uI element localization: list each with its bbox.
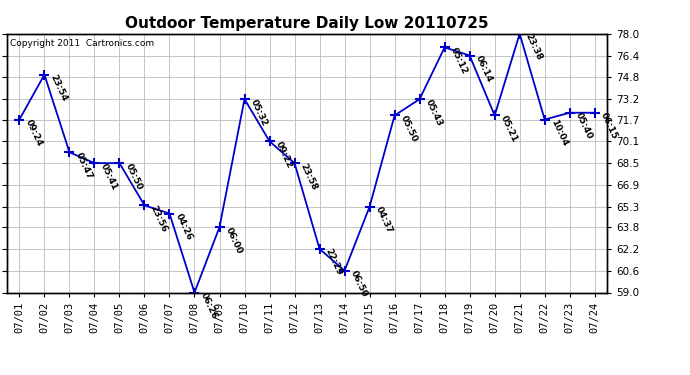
Text: 04:26: 04:26: [174, 212, 194, 242]
Text: 06:26: 06:26: [199, 291, 219, 321]
Text: 05:12: 05:12: [448, 46, 469, 76]
Text: 05:41: 05:41: [99, 162, 119, 192]
Text: 05:40: 05:40: [574, 111, 594, 141]
Text: Copyright 2011  Cartronics.com: Copyright 2011 Cartronics.com: [10, 39, 154, 48]
Text: 05:50: 05:50: [399, 114, 419, 144]
Text: 23:38: 23:38: [524, 32, 544, 62]
Text: 05:47: 05:47: [74, 151, 94, 181]
Title: Outdoor Temperature Daily Low 20110725: Outdoor Temperature Daily Low 20110725: [126, 16, 489, 31]
Text: 05:21: 05:21: [499, 114, 519, 144]
Text: 23:58: 23:58: [299, 162, 319, 192]
Text: 10:04: 10:04: [549, 118, 569, 148]
Text: 22:29: 22:29: [324, 248, 344, 278]
Text: 06:14: 06:14: [474, 54, 494, 84]
Text: 05:43: 05:43: [424, 98, 444, 128]
Text: 06:15: 06:15: [599, 111, 619, 141]
Text: 06:00: 06:00: [224, 226, 244, 255]
Text: 23:54: 23:54: [48, 73, 69, 103]
Text: 05:50: 05:50: [124, 162, 144, 191]
Text: 06:50: 06:50: [348, 269, 369, 299]
Text: 09:22: 09:22: [274, 140, 294, 170]
Text: 04:37: 04:37: [374, 206, 394, 235]
Text: 23:56: 23:56: [148, 204, 169, 234]
Text: 05:32: 05:32: [248, 98, 269, 128]
Text: 09:24: 09:24: [23, 118, 44, 148]
